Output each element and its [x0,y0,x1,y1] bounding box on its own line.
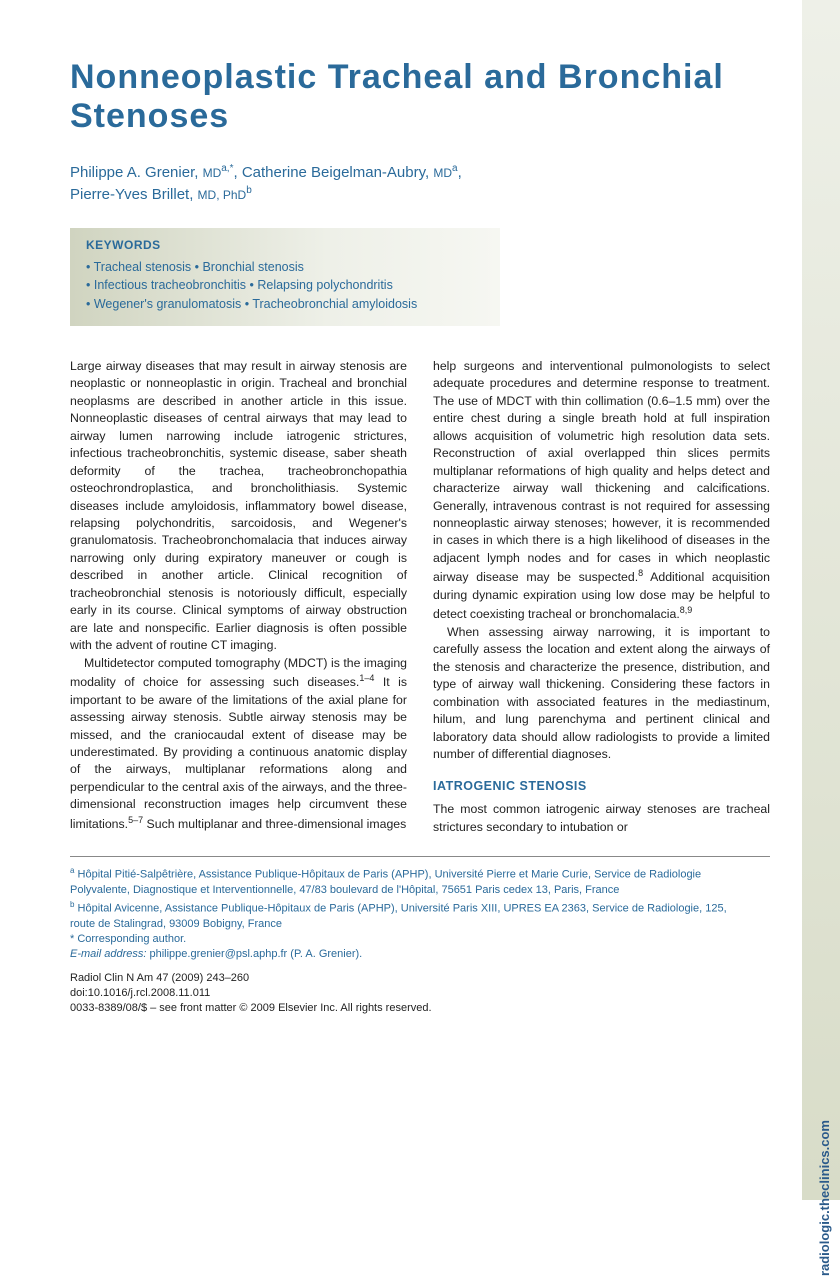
article-title: Nonneoplastic Tracheal and Bronchial Ste… [70,58,770,136]
authors-block: Philippe A. Grenier, MDa,*, Catherine Be… [70,162,770,206]
degree-3: MD, PhD [198,188,247,202]
body-columns: Large airway diseases that may result in… [70,358,770,836]
affiliation-a: a Hôpital Pitié-Salpêtrière, Assistance … [70,865,740,898]
email-label: E-mail address: [70,948,146,960]
keywords-list: • Tracheal stenosis • Bronchial stenosis… [86,258,484,314]
corresponding-note: * Corresponding author. [70,932,740,947]
kw-line-2: • Infectious tracheobronchitis • Relapsi… [86,276,484,295]
degree-1: MD [203,166,222,180]
sep-2: , [458,164,462,181]
citation-doi: doi:10.1016/j.rcl.2008.11.011 [70,986,740,1001]
para-1: Large airway diseases that may result in… [70,358,407,655]
affiliation-b: b Hôpital Avicenne, Assistance Publique-… [70,899,740,932]
column-left: Large airway diseases that may result in… [70,358,407,836]
fn-b-text: Hôpital Avicenne, Assistance Publique-Hô… [70,902,727,929]
citation-copyright: 0033-8389/08/$ – see front matter © 2009… [70,1001,740,1016]
citation-block: Radiol Clin N Am 47 (2009) 243–260 doi:1… [70,971,740,1016]
ref-8-9: 8,9 [680,605,693,615]
keywords-heading: KEYWORDS [86,238,484,252]
column-right: help surgeons and interventional pulmono… [433,358,770,836]
p2-b: It is important to be aware of the limit… [70,675,407,831]
para-3: help surgeons and interventional pulmono… [433,358,770,624]
footnote-divider [70,856,770,857]
para-4: When assessing airway narrowing, it is i… [433,624,770,764]
section-heading-iatrogenic: IATROGENIC STENOSIS [433,778,770,796]
email-value: philippe.grenier@psl.aphp.fr (P. A. Gren… [146,948,362,960]
p2-c: Such multiplanar and three-dimensional i… [143,817,406,831]
para-2: Multidetector computed tomography (MDCT)… [70,655,407,834]
kw-line-3: • Wegener's granulomatosis • Tracheobron… [86,295,484,314]
email-line: E-mail address: philippe.grenier@psl.aph… [70,947,740,962]
para-5: The most common iatrogenic airway stenos… [433,801,770,836]
p3-a: help surgeons and interventional pulmono… [433,359,770,585]
aff-sup-1: a, [221,163,229,174]
author-1: Philippe A. Grenier, [70,164,203,181]
page-content: Nonneoplastic Tracheal and Bronchial Ste… [0,0,840,1200]
p2-a: Multidetector computed tomography (MDCT)… [70,656,407,690]
keywords-box: KEYWORDS • Tracheal stenosis • Bronchial… [70,228,500,326]
ref-1-4: 1–4 [359,673,374,683]
footnotes: a Hôpital Pitié-Salpêtrière, Assistance … [70,865,770,1015]
author-3: Pierre-Yves Brillet, [70,186,198,203]
author-2: , Catherine Beigelman-Aubry, [234,164,434,181]
kw-line-1: • Tracheal stenosis • Bronchial stenosis [86,258,484,277]
aff-sup-3: b [246,185,252,196]
ref-5-7: 5–7 [128,815,143,825]
citation-journal: Radiol Clin N Am 47 (2009) 243–260 [70,971,740,986]
degree-2: MD [433,166,452,180]
fn-a-text: Hôpital Pitié-Salpêtrière, Assistance Pu… [70,869,701,896]
